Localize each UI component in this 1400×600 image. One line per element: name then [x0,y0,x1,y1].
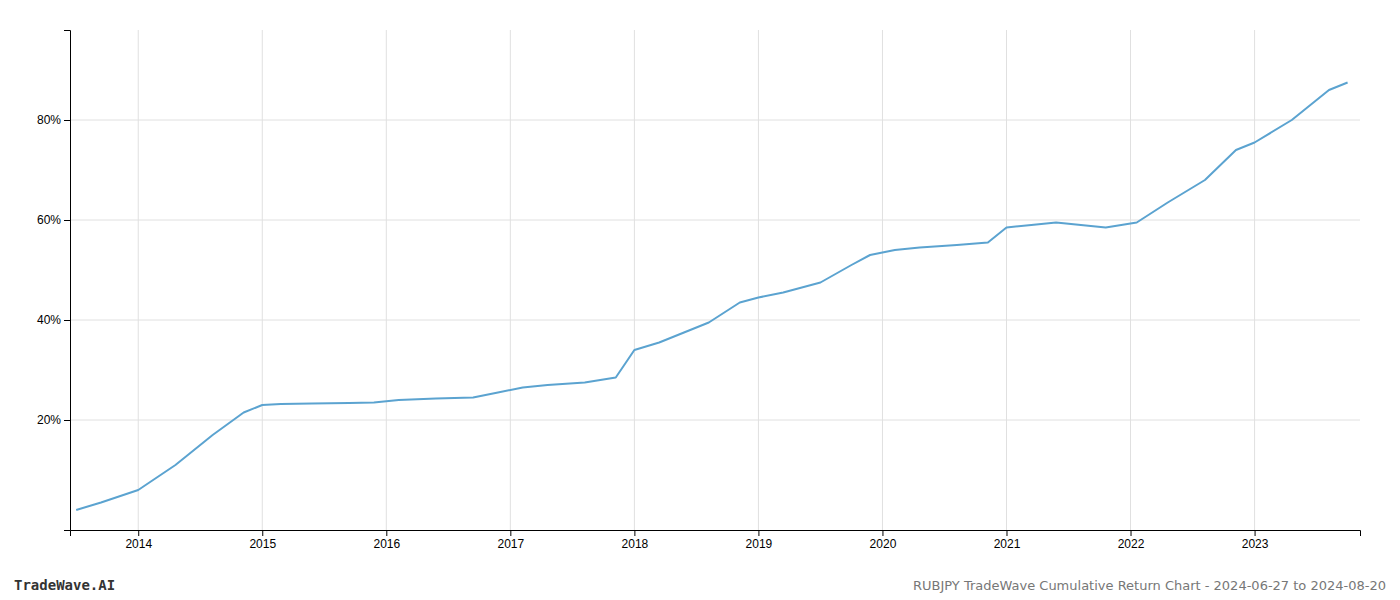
x-tick-mark [1006,530,1007,536]
chart: 2014 2015 2016 2017 2018 2019 2020 2021 2022 2023… [0,0,1400,600]
x-tick-label: 2018 [622,537,649,551]
y-tick-label: 80% [37,113,61,127]
grid [70,30,1360,530]
y-tick-mark [64,120,70,121]
grid-line-x [262,30,263,530]
x-tick-mark [758,530,759,536]
y-axis: 20% 40% 60% 80% [37,31,71,531]
grid-line-x [138,30,139,530]
x-tick: 2019 [746,530,773,551]
line [76,83,1347,511]
x-tick-mark [882,530,883,536]
x-tick-mark [262,530,263,536]
marks [76,83,1347,511]
x-tick: 2014 [125,530,152,551]
y-tick-label: 20% [37,413,61,427]
x-tick-label: 2021 [994,537,1021,551]
grid-line-x [1254,30,1255,530]
grid-line-x [758,30,759,530]
grid-line-x [882,30,883,530]
y-tick-mark [64,420,70,421]
x-tick: 2021 [994,530,1021,551]
y-tick-label: 60% [37,213,61,227]
x-tick-label: 2019 [746,537,773,551]
y-tick-mark [64,220,70,221]
x-tick: 2020 [870,530,897,551]
grid-line-x [386,30,387,530]
x-tick-label: 2016 [373,537,400,551]
x-axis: 2014 2015 2016 2017 2018 2019 2020 2021 2022 2023 [71,530,1361,551]
watermark: TradeWave.AI [14,577,115,593]
grid-line-x [1006,30,1007,530]
x-tick-label: 2014 [125,537,152,551]
y-axis-line [64,31,71,531]
y-tick: 80% [37,113,70,127]
x-tick-label: 2017 [497,537,524,551]
x-tick: 2018 [622,530,649,551]
x-tick: 2017 [497,530,524,551]
y-tick: 20% [37,413,70,427]
x-tick: 2016 [373,530,400,551]
x-axis-line [71,531,1361,537]
grid-line-y [70,120,1360,121]
x-tick-mark [386,530,387,536]
x-tick: 2015 [249,530,276,551]
x-tick-mark [1131,530,1132,536]
x-tick-label: 2020 [870,537,897,551]
x-tick-label: 2023 [1242,537,1269,551]
grid-line-x [510,30,511,530]
x-tick: 2022 [1118,530,1145,551]
grid-line-x [1130,30,1131,530]
grid-line-x [634,30,635,530]
plot: 2014 2015 2016 2017 2018 2019 2020 2021 2022 2023… [37,30,1361,551]
grid-line-y [70,420,1360,421]
x-tick-mark [1255,530,1256,536]
x-tick-label: 2015 [249,537,276,551]
x-tick: 2023 [1242,530,1269,551]
x-tick-mark [138,530,139,536]
y-tick: 40% [37,313,70,327]
title: RUBJPY TradeWave Cumulative Return Chart… [913,578,1386,593]
x-tick-mark [634,530,635,536]
y-tick: 60% [37,213,70,227]
grid-line-y [70,220,1360,221]
y-tick-label: 40% [37,313,61,327]
x-tick-mark [510,530,511,536]
y-tick-mark [64,320,70,321]
x-tick-label: 2022 [1118,537,1145,551]
